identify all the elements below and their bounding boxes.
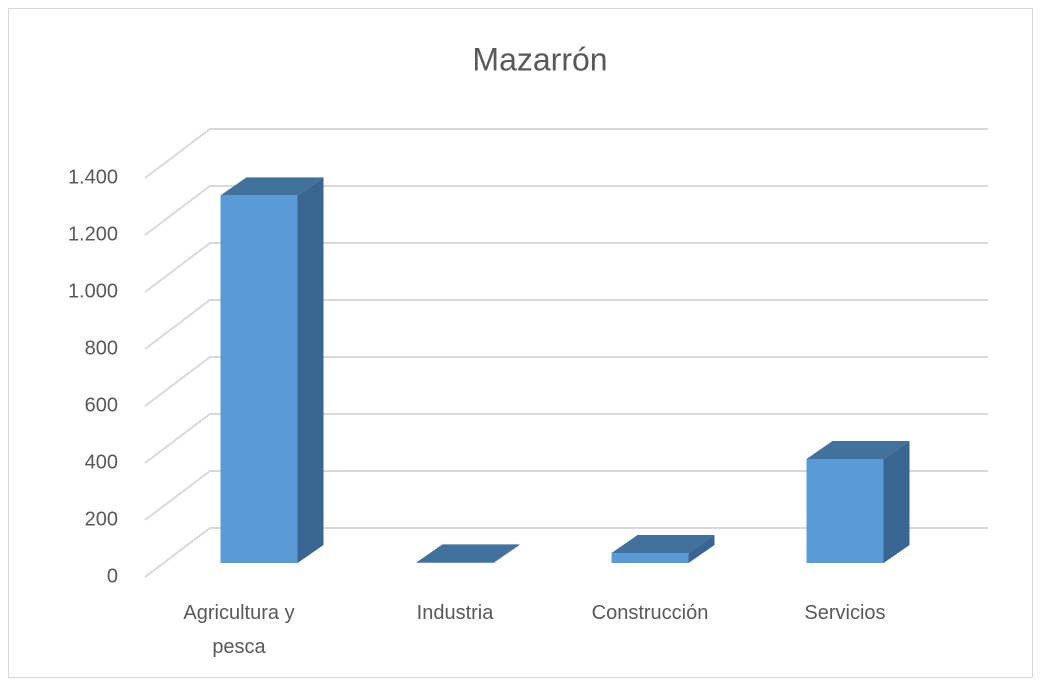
x-tick-label: Construcción	[591, 602, 709, 624]
bar-top	[806, 440, 910, 459]
y-tick-label: 0	[107, 565, 118, 587]
grid-line	[144, 185, 988, 236]
chart-border	[8, 8, 1033, 678]
x-tick-label: Servicios	[804, 602, 886, 624]
grid-line	[144, 527, 988, 578]
bar	[611, 553, 689, 563]
y-tick-label: 1.000	[68, 280, 118, 302]
x-tick-label: Agricultura y pesca	[183, 602, 295, 658]
chart-title: Mazarrón	[472, 41, 607, 77]
grid-line	[144, 242, 988, 293]
grid-line	[144, 299, 988, 350]
bar-top	[416, 544, 520, 563]
grid-line	[144, 128, 988, 179]
bar-top	[220, 177, 324, 196]
bar	[806, 458, 884, 563]
y-tick-label: 600	[85, 394, 118, 416]
bar-side	[688, 535, 715, 563]
bar-side	[883, 440, 910, 563]
y-tick-label: 1.200	[68, 223, 118, 245]
grid-line	[144, 356, 988, 407]
x-tick-label: Industria	[416, 602, 494, 624]
grid-line	[144, 470, 988, 521]
y-tick-label: 400	[85, 451, 118, 473]
bar	[220, 195, 298, 563]
bar-top	[611, 535, 715, 554]
y-tick-label: 800	[85, 337, 118, 359]
bar-side	[297, 177, 324, 563]
grid-line	[144, 413, 988, 464]
y-tick-label: 200	[85, 508, 118, 530]
y-tick-label: 1.400	[68, 166, 118, 188]
bar	[416, 562, 494, 563]
bar-side	[493, 544, 520, 563]
